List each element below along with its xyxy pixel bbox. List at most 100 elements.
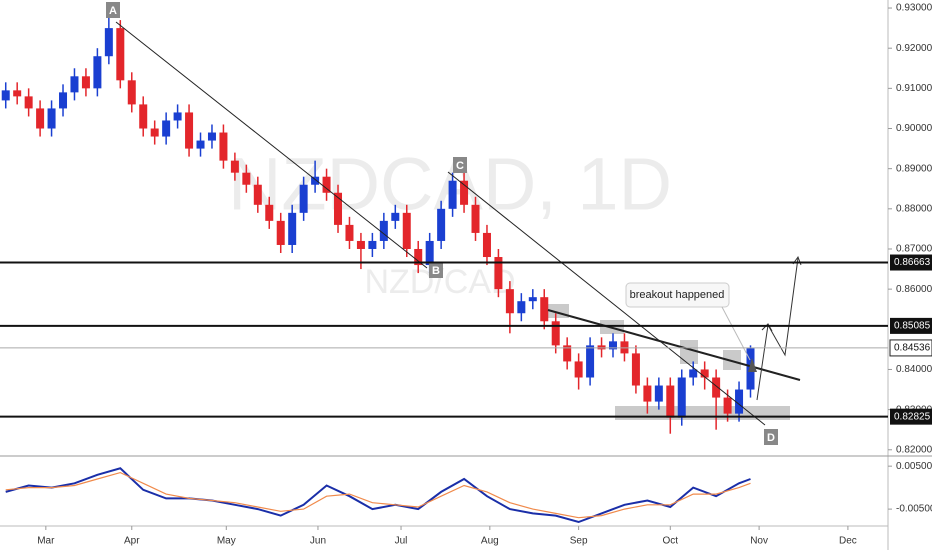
candle-body — [173, 112, 182, 121]
point-box — [429, 262, 443, 278]
level-box — [890, 408, 932, 425]
projection-arrow — [756, 257, 799, 401]
candle-body — [334, 192, 343, 225]
candle-body — [482, 232, 491, 258]
candle-body — [551, 321, 560, 346]
candle-body — [448, 180, 457, 209]
y-tick-label: 0.82000 — [896, 444, 932, 455]
candle-body — [437, 208, 446, 241]
last-price-label: 0.84536 — [894, 343, 931, 354]
x-tick-label: Aug — [481, 536, 499, 547]
x-tick-label: Mar — [37, 536, 55, 547]
candle-body — [689, 369, 698, 378]
candle-body — [104, 28, 113, 57]
candle-body — [1, 90, 10, 101]
callout-text: breakout happened — [630, 289, 725, 301]
y-tick-label: 0.93000 — [896, 3, 932, 14]
candle-body — [150, 128, 159, 137]
candle-body — [700, 369, 709, 378]
arrow-head — [748, 358, 757, 372]
y-tick-label: -0.00500 — [896, 504, 932, 515]
candle-body — [597, 345, 606, 350]
candle-body — [322, 176, 331, 193]
candles — [1, 16, 755, 434]
point-box — [764, 429, 778, 445]
candle-body — [299, 184, 308, 213]
last-price-box — [889, 339, 932, 357]
candle-body — [368, 240, 377, 249]
candle-body — [47, 108, 56, 129]
candle-body — [379, 220, 388, 241]
candle-body — [723, 397, 732, 414]
x-tick-label: Apr — [124, 536, 140, 547]
candle-body — [620, 341, 629, 354]
candle-body — [13, 90, 22, 97]
oscillator-line — [5, 471, 751, 519]
candle-body — [70, 76, 79, 93]
candle-body — [677, 377, 686, 418]
candle-body — [505, 289, 514, 314]
candle-body — [414, 248, 423, 266]
candle-body — [127, 80, 136, 105]
candle-body — [460, 180, 469, 205]
candle-body — [93, 56, 102, 89]
candle-body — [288, 212, 297, 245]
candle-body — [196, 140, 205, 149]
candle-body — [540, 297, 549, 322]
zone — [723, 350, 741, 370]
x-tick-label: Oct — [663, 536, 679, 547]
level-box — [890, 254, 932, 271]
oscillator-line — [5, 467, 751, 524]
candle-body — [563, 345, 572, 362]
y-tick-label: 0.89000 — [896, 163, 932, 174]
y-tick-label: 0.87000 — [896, 244, 932, 255]
level-label: 0.82825 — [894, 411, 931, 422]
point-label: D — [767, 432, 775, 444]
candle-body — [311, 176, 320, 185]
candle-body — [36, 108, 45, 129]
drawings: A B C D breakout happened — [106, 2, 802, 445]
x-tick-label: Nov — [750, 536, 768, 547]
candle-body — [116, 28, 125, 81]
candle-body — [654, 385, 663, 402]
trendline — [547, 309, 801, 381]
candle-body — [735, 389, 744, 414]
x-tick-label: Jun — [310, 536, 326, 547]
trendline — [115, 21, 428, 269]
y-tick-label: 0.92000 — [896, 43, 932, 54]
point-label: B — [432, 265, 440, 277]
callout-box — [625, 282, 730, 308]
candle-body — [219, 132, 228, 161]
candle-body — [207, 132, 216, 141]
callout-pointer — [721, 306, 751, 361]
support-zone — [615, 406, 790, 420]
trendline — [447, 171, 766, 426]
point-box — [453, 157, 467, 173]
candle-body — [242, 172, 251, 185]
candle-body — [391, 212, 400, 221]
candle-body — [253, 184, 262, 205]
candle-body — [425, 240, 434, 266]
candle-body — [471, 204, 480, 233]
x-tick-label: May — [217, 536, 236, 547]
level-label: 0.86663 — [894, 257, 931, 268]
candle-body — [712, 377, 721, 398]
y-tick-label: 0.91000 — [896, 83, 932, 94]
candle-body — [139, 104, 148, 129]
candle-body — [59, 92, 68, 109]
candle-body — [631, 353, 640, 386]
point-label: C — [456, 160, 464, 172]
candle-body — [586, 345, 595, 378]
x-tick-label: Dec — [839, 536, 857, 547]
candle-body — [574, 361, 583, 378]
candle-body — [643, 385, 652, 402]
candle-body — [666, 385, 675, 418]
x-tick-label: Jul — [395, 536, 408, 547]
candle-body — [517, 301, 526, 314]
candle-body — [265, 204, 274, 221]
y-tick-label: 0.84000 — [896, 364, 932, 375]
y-tick-label: 0.88000 — [896, 203, 932, 214]
candle-body — [24, 96, 33, 109]
